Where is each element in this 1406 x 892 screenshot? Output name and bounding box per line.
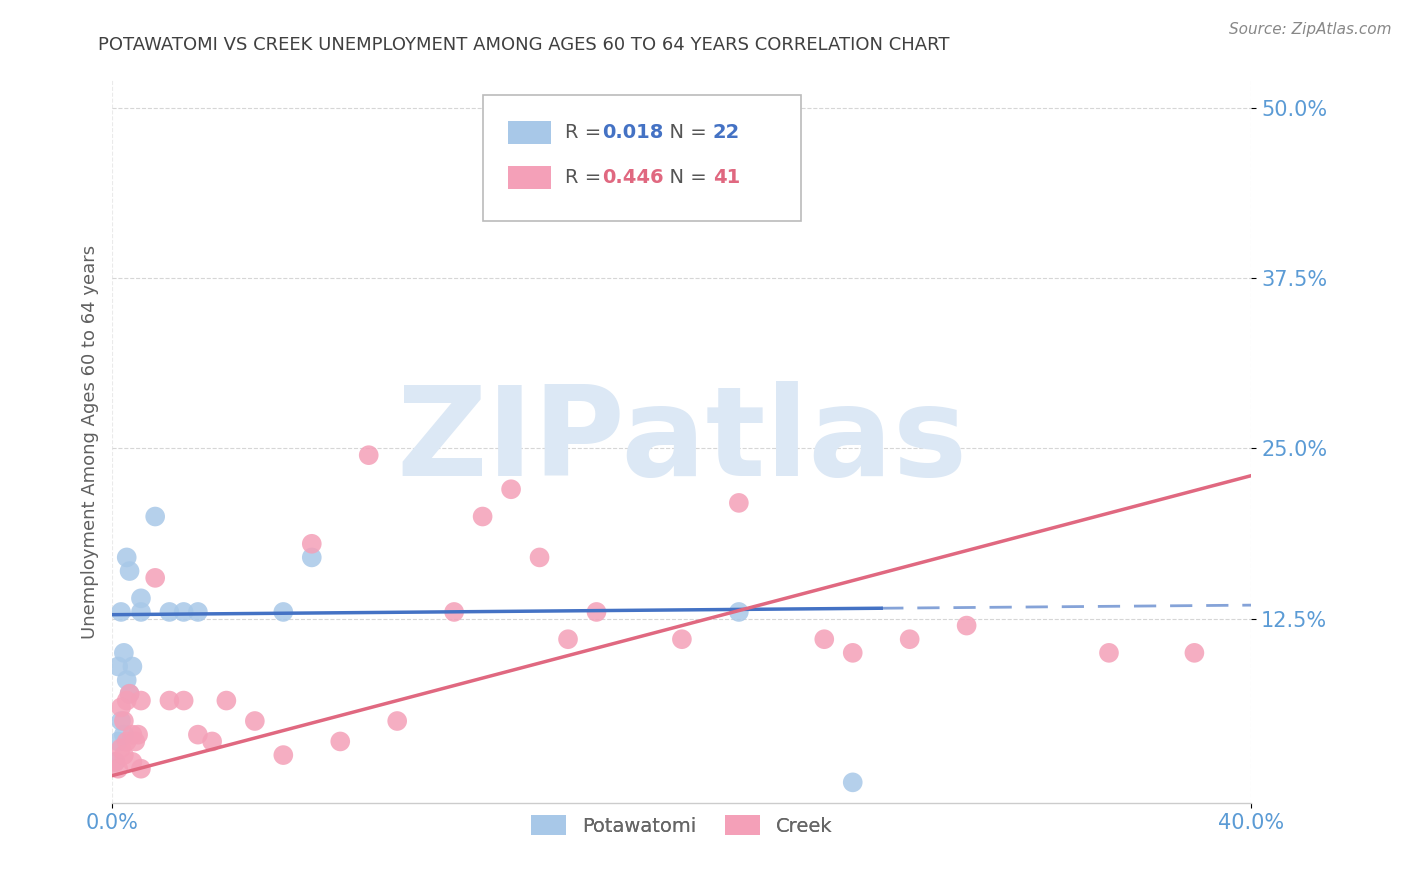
Point [107,734,129,748]
Point [841,646,863,660]
Point [121,659,143,673]
Point [271,605,295,619]
Legend: Potawatomi, Creek: Potawatomi, Creek [523,807,841,844]
Point [121,755,143,769]
Point [124,734,146,748]
Text: 41: 41 [713,169,740,187]
Point [159,605,180,619]
Text: R =: R = [565,123,607,142]
Point [728,605,751,619]
Text: POTAWATOMI VS CREEK UNEMPLOYMENT AMONG AGES 60 TO 64 YEARS CORRELATION CHART: POTAWATOMI VS CREEK UNEMPLOYMENT AMONG A… [98,36,950,54]
Point [443,605,465,619]
Point [107,659,129,673]
Point [956,618,979,632]
Text: 0.446: 0.446 [602,169,664,187]
Point [110,741,132,756]
Text: R =: R = [565,169,607,187]
Point [104,755,127,769]
Point [187,728,209,742]
Point [112,714,135,728]
Point [173,693,195,707]
Text: 22: 22 [713,123,740,142]
Point [112,748,135,763]
Text: N =: N = [657,123,713,142]
Point [104,755,127,769]
Point [159,693,180,707]
Point [129,605,152,619]
Point [329,734,352,748]
Point [118,564,141,578]
Point [129,693,152,707]
Point [1184,646,1206,660]
Bar [508,120,551,144]
Point [107,762,129,776]
Point [110,700,132,714]
Point [557,632,579,647]
Point [115,734,138,748]
Point [115,673,138,687]
Y-axis label: Unemployment Among Ages 60 to 64 years: Unemployment Among Ages 60 to 64 years [80,244,98,639]
Text: 0.018: 0.018 [602,123,664,142]
Point [129,591,152,606]
Point [112,646,135,660]
Point [110,714,132,728]
Point [115,550,138,565]
Point [201,734,224,748]
Point [1098,646,1121,660]
Point [671,632,693,647]
Point [385,714,409,728]
Point [501,482,523,496]
Text: N =: N = [657,169,713,187]
Point [357,448,380,462]
Point [243,714,266,728]
Point [115,693,138,707]
Point [143,571,166,585]
Point [841,775,863,789]
Text: Source: ZipAtlas.com: Source: ZipAtlas.com [1229,22,1392,37]
Point [173,605,195,619]
Point [121,728,143,742]
Point [129,762,152,776]
Point [118,687,141,701]
Point [271,748,295,763]
Point [898,632,921,647]
Point [301,550,323,565]
Point [471,509,494,524]
Point [143,509,166,524]
Point [215,693,238,707]
Point [112,728,135,742]
Point [585,605,607,619]
Bar [508,166,551,189]
Point [118,687,141,701]
Point [187,605,209,619]
Text: ZIPatlas: ZIPatlas [396,381,967,502]
FancyBboxPatch shape [482,95,801,221]
Point [110,605,132,619]
Point [529,550,551,565]
Point [813,632,835,647]
Point [127,728,149,742]
Point [728,496,751,510]
Point [301,537,323,551]
